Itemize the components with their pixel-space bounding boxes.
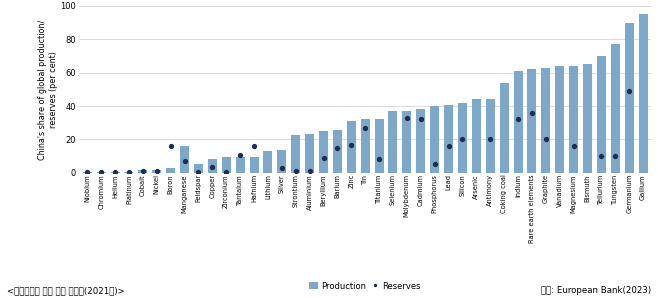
Bar	[305, 134, 314, 173]
Bar	[124, 172, 134, 173]
Bar	[402, 111, 411, 173]
Bar	[430, 106, 439, 173]
Bar	[528, 69, 536, 173]
Bar	[333, 130, 342, 173]
Bar	[291, 135, 300, 173]
Bar	[583, 64, 592, 173]
Bar	[611, 44, 620, 173]
Bar	[222, 157, 231, 173]
Bar	[624, 23, 634, 173]
Bar	[417, 108, 425, 173]
Bar	[263, 151, 272, 173]
Bar	[597, 56, 606, 173]
Text: 자료: European Bank(2023): 자료: European Bank(2023)	[542, 286, 651, 295]
Bar	[638, 14, 647, 173]
Bar	[111, 172, 120, 173]
Bar	[166, 168, 175, 173]
Bar	[555, 66, 564, 173]
Bar	[569, 66, 578, 173]
Bar	[374, 119, 384, 173]
Bar	[542, 68, 550, 173]
Text: <핵심광물별 중국 생산 점유율(2021년)>: <핵심광물별 중국 생산 점유율(2021년)>	[7, 286, 124, 295]
Bar	[388, 111, 397, 173]
Bar	[319, 131, 328, 173]
Bar	[138, 170, 147, 173]
Bar	[361, 119, 370, 173]
Legend: Production, Reserves: Production, Reserves	[306, 278, 424, 294]
Bar	[208, 159, 217, 173]
Bar	[83, 172, 92, 173]
Bar	[458, 103, 467, 173]
Bar	[444, 105, 453, 173]
Bar	[347, 121, 356, 173]
Bar	[486, 100, 495, 173]
Bar	[180, 146, 189, 173]
Y-axis label: China's share of global production/
reserves (per cent): China's share of global production/ rese…	[38, 19, 58, 159]
Bar	[249, 157, 259, 173]
Bar	[152, 170, 161, 173]
Bar	[277, 150, 286, 173]
Bar	[499, 83, 509, 173]
Bar	[513, 71, 522, 173]
Bar	[236, 157, 245, 173]
Bar	[194, 164, 203, 173]
Bar	[97, 172, 106, 173]
Bar	[472, 100, 481, 173]
